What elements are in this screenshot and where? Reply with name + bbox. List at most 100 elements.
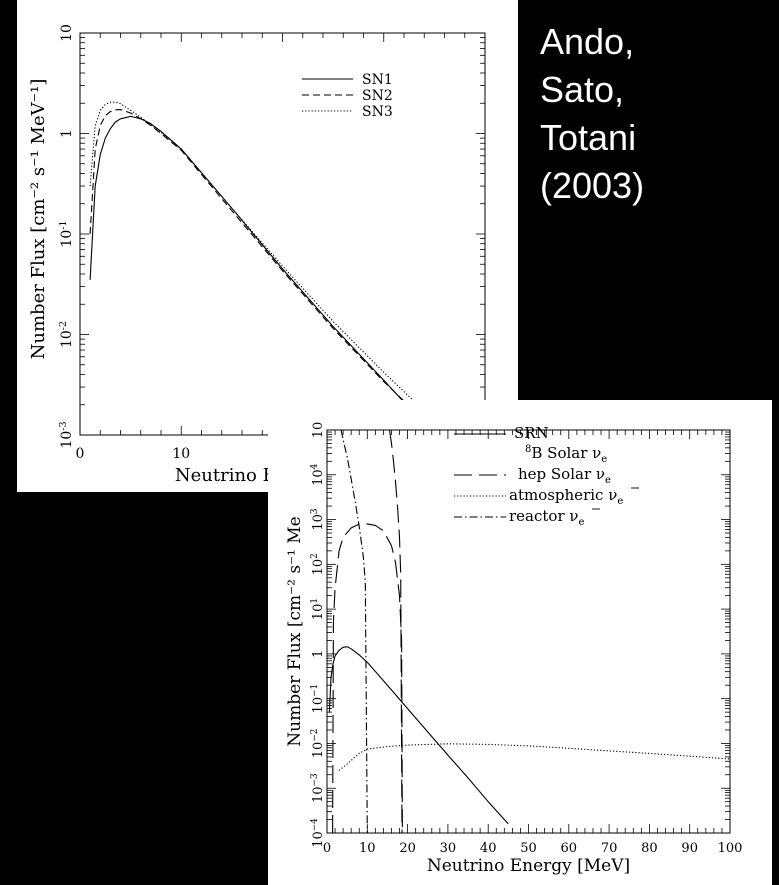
legend-label: SN1	[362, 72, 393, 88]
legend-label: SRN	[514, 424, 549, 442]
x-tick-label: 90	[681, 841, 698, 856]
y-tick-label: 104	[310, 463, 326, 486]
citation-text: Ando, Sato, Totani (2003)	[540, 18, 644, 210]
x-tick-label: 0	[76, 446, 85, 462]
legend-label-part: hep Solar ν	[518, 465, 605, 483]
legend-label: reactor νe	[509, 507, 585, 528]
y-tick-label: 10	[59, 24, 75, 42]
chart-background-flux: 0 10 20 30 40 50 60 70 80 90 10010−410−310−210−111…	[285, 422, 743, 876]
y-tick-label: 10-2	[58, 321, 75, 348]
y-tick-label-text: 103	[310, 508, 326, 530]
y-tick-exponent: -3	[58, 421, 69, 430]
y-tick-base: 1	[59, 129, 75, 138]
y-tick-base: 1	[311, 650, 326, 658]
y-tick-base: 10	[311, 604, 326, 621]
y-axis-label: Number Flux [cm⁻² s⁻¹ MeV⁻¹]	[28, 79, 49, 360]
y-tick-label: 102	[310, 553, 326, 575]
y-tick-base: 10	[59, 24, 75, 42]
x-tick-label: 70	[601, 841, 618, 856]
y-tick-base: 10	[59, 230, 75, 248]
y-tick-base: 10	[311, 469, 326, 486]
y-tick-exponent: 3	[310, 508, 320, 514]
y-tick-exponent: −2	[310, 729, 320, 742]
x-tick-label: 10	[172, 446, 190, 462]
y-tick-base: 10	[311, 422, 326, 439]
x-tick-label: 100	[718, 841, 743, 856]
x-tick-label: 80	[641, 841, 658, 856]
legend-label-part: SRN	[514, 424, 549, 442]
y-axis-label-group: Number Flux [cm⁻² s⁻¹ MeV⁻¹]	[28, 79, 49, 360]
y-axis-label-group: Number Flux [cm⁻² s⁻¹ Me	[285, 516, 305, 746]
y-tick-label-text: 10−4	[310, 818, 326, 848]
y-tick-label: 1	[59, 129, 75, 138]
legend-label: atmospheric νe	[509, 486, 623, 507]
x-tick-label: 60	[561, 841, 578, 856]
legend-label-part: e	[601, 454, 607, 465]
y-tick-label-text: 102	[310, 553, 326, 575]
y-tick-label: 10-1	[58, 220, 75, 247]
series-line-0	[328, 646, 509, 825]
y-tick-base: 10	[311, 559, 326, 576]
y-tick-label-text: 10-3	[58, 421, 75, 448]
plot-frame	[79, 32, 486, 436]
y-tick-label: 10-3	[58, 421, 75, 448]
y-tick-label-text: 10	[59, 24, 75, 42]
y-tick-label: 103	[310, 508, 326, 530]
citation-line: Totani	[540, 117, 637, 158]
legend-label-part: B Solar ν	[531, 444, 601, 462]
y-tick-base: 10	[311, 514, 326, 531]
y-tick-label-text: 10−3	[310, 773, 326, 803]
y-tick-base: 10	[59, 431, 75, 449]
y-tick-label-text: 101	[310, 598, 326, 620]
series-line-3	[338, 743, 730, 771]
y-tick-label: 10−4	[310, 818, 326, 848]
y-tick-label: 10−1	[310, 684, 326, 714]
series-line-0	[89, 115, 435, 435]
x-tick-label: 0	[323, 841, 331, 856]
y-tick-label-text: 10-1	[58, 220, 75, 247]
legend-label-part: e	[605, 475, 611, 486]
y-tick-exponent: −3	[310, 773, 320, 786]
x-tick-label: 10	[359, 841, 376, 856]
y-axis-label: Number Flux [cm⁻² s⁻¹ Me	[285, 516, 305, 746]
series-group	[328, 430, 730, 833]
series-line-2	[332, 523, 403, 833]
legend-label-part: reactor ν	[509, 507, 579, 525]
y-tick-label: 1	[311, 650, 326, 658]
x-tick-label: 30	[440, 841, 457, 856]
y-tick-label-text: 10-2	[58, 321, 75, 348]
y-tick-base: 10	[311, 742, 326, 759]
y-tick-label: 101	[310, 598, 326, 620]
series-line-2	[89, 101, 450, 435]
y-tick-exponent: 2	[310, 553, 320, 559]
y-tick-label-text: 10	[311, 422, 326, 439]
chart-panel-background-flux: 0 10 20 30 40 50 60 70 80 90 100 10−4 10−3 10−2 10−1 1 1…	[268, 400, 772, 885]
y-tick-exponent: −1	[310, 684, 320, 697]
legend-label-part: 8	[525, 444, 531, 455]
series-line-4	[340, 430, 368, 833]
series-line-1	[388, 430, 403, 833]
y-tick-base: 10	[59, 330, 75, 348]
y-tick-label: 10−2	[310, 729, 326, 759]
y-tick-label-text: 104	[310, 463, 326, 486]
legend-label: SN2	[362, 88, 393, 104]
y-tick-base: 10	[311, 831, 326, 848]
y-tick-label: 10	[311, 422, 326, 439]
legend-label-part: atmospheric ν	[509, 486, 617, 504]
y-tick-base: 10	[311, 697, 326, 714]
legend-label: SN3	[362, 104, 393, 120]
y-tick-label-text: 10−1	[310, 684, 326, 714]
x-tick-label: 40	[480, 841, 497, 856]
y-tick-label-text: 1	[59, 129, 75, 138]
legend-label-part: e	[617, 496, 623, 507]
y-tick-exponent: 4	[310, 463, 320, 469]
x-tick-label: 50	[520, 841, 537, 856]
legend-label: hep Solar νe	[518, 465, 611, 486]
citation-line: Ando,	[540, 21, 635, 62]
y-tick-label-text: 1	[311, 650, 326, 658]
series-line-1	[89, 109, 440, 435]
